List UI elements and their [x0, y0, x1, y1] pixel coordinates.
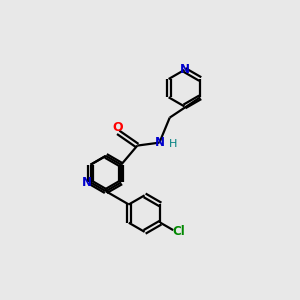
Text: N: N	[179, 63, 189, 76]
Text: H: H	[169, 139, 177, 149]
Text: O: O	[112, 122, 123, 134]
Text: N: N	[82, 176, 92, 189]
Text: Cl: Cl	[172, 225, 185, 238]
Text: N: N	[154, 136, 164, 149]
